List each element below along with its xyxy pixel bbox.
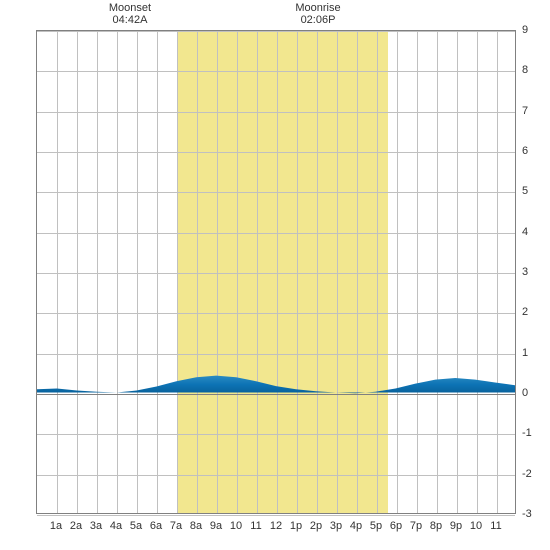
y-tick-label: 2: [522, 306, 528, 318]
x-tick-label: 9a: [210, 520, 222, 532]
y-tick-label: -2: [522, 468, 532, 480]
y-tick-label: -3: [522, 508, 532, 520]
y-tick-label: 9: [522, 24, 528, 36]
x-tick-label: 1a: [50, 520, 62, 532]
y-tick-label: 1: [522, 347, 528, 359]
x-tick-label: 5p: [370, 520, 382, 532]
x-tick-label: 8p: [430, 520, 442, 532]
grid-line: [37, 515, 515, 516]
x-tick-label: 7a: [170, 520, 182, 532]
annotation-time: 04:42A: [109, 14, 151, 26]
annotation-label: Moonset: [109, 2, 151, 14]
x-tick-label: 6p: [390, 520, 402, 532]
plot-area: [36, 30, 516, 514]
y-tick-label: 4: [522, 226, 528, 238]
x-tick-label: 2a: [70, 520, 82, 532]
tide-chart: 1a2a3a4a5a6a7a8a9a1011121p2p3p4p5p6p7p8p…: [0, 0, 550, 550]
y-tick-label: 8: [522, 64, 528, 76]
x-tick-label: 9p: [450, 520, 462, 532]
x-tick-label: 4a: [110, 520, 122, 532]
x-tick-label: 11: [490, 520, 501, 532]
x-tick-label: 12: [270, 520, 282, 532]
chart-annotation: Moonrise02:06P: [295, 2, 340, 26]
chart-annotation: Moonset04:42A: [109, 2, 151, 26]
y-tick-label: 6: [522, 145, 528, 157]
y-tick-label: 0: [522, 387, 528, 399]
x-tick-label: 4p: [350, 520, 362, 532]
x-tick-label: 3p: [330, 520, 342, 532]
x-tick-label: 1p: [290, 520, 302, 532]
x-tick-label: 3a: [90, 520, 102, 532]
y-tick-label: -1: [522, 427, 532, 439]
y-tick-label: 7: [522, 105, 528, 117]
x-tick-label: 2p: [310, 520, 322, 532]
zero-line: [37, 394, 515, 395]
x-tick-label: 8a: [190, 520, 202, 532]
tide-area: [37, 31, 515, 513]
x-tick-label: 7p: [410, 520, 422, 532]
x-tick-label: 10: [470, 520, 482, 532]
x-tick-label: 10: [230, 520, 242, 532]
annotation-label: Moonrise: [295, 2, 340, 14]
annotation-time: 02:06P: [295, 14, 340, 26]
x-tick-label: 11: [250, 520, 261, 532]
x-tick-label: 5a: [130, 520, 142, 532]
y-tick-label: 5: [522, 185, 528, 197]
y-tick-label: 3: [522, 266, 528, 278]
x-tick-label: 6a: [150, 520, 162, 532]
